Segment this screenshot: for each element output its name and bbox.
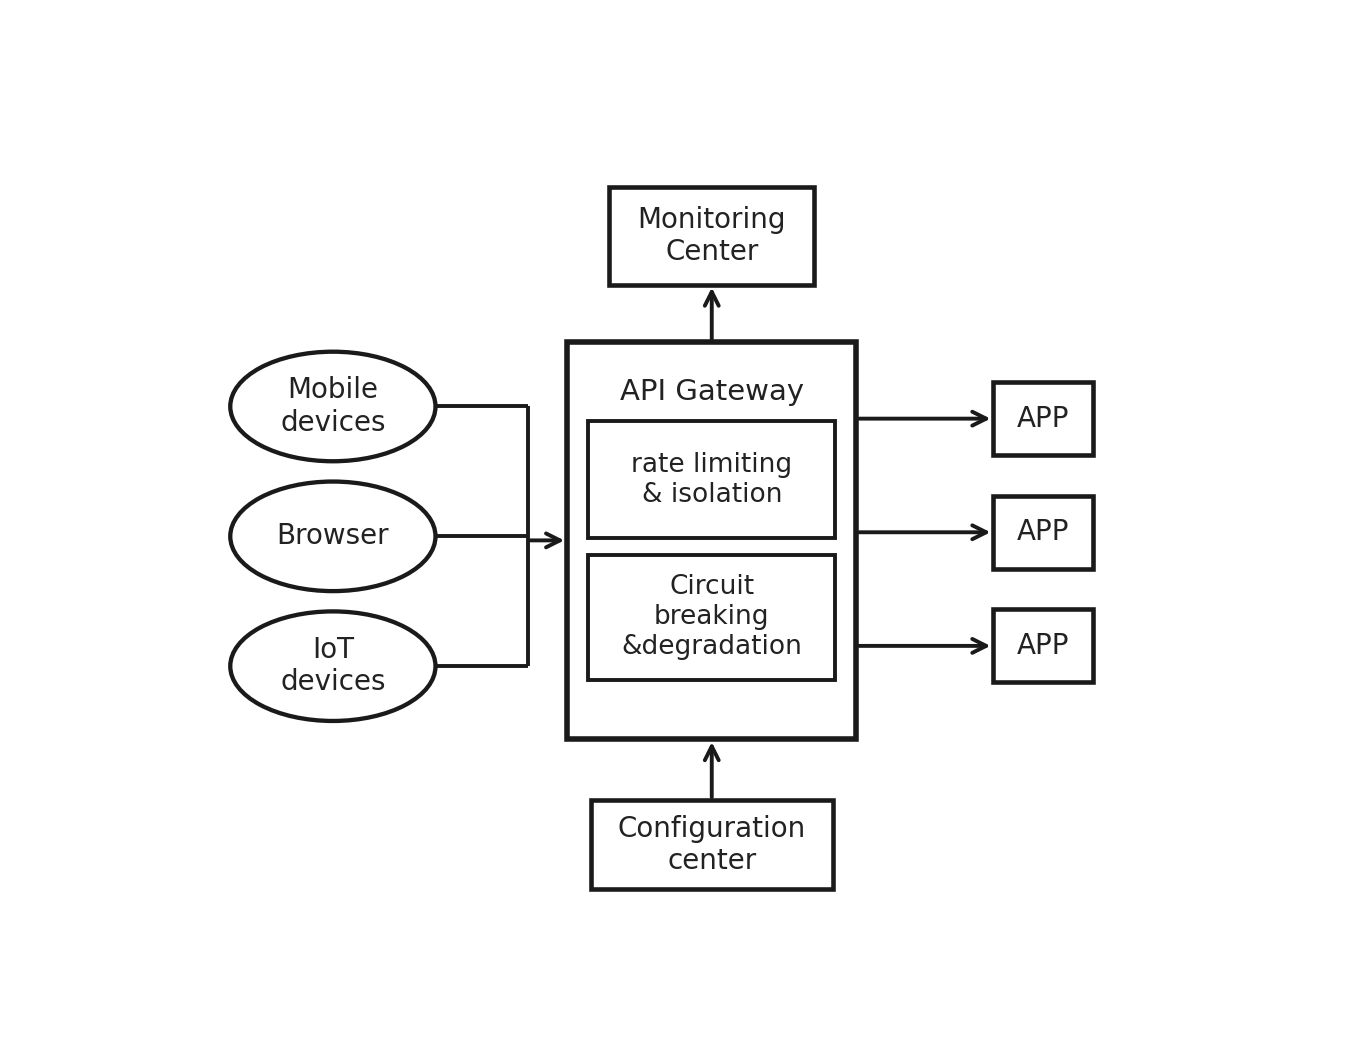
Text: Mobile
devices: Mobile devices: [280, 376, 386, 436]
Bar: [993, 495, 1093, 569]
Bar: [588, 554, 835, 681]
Text: API Gateway: API Gateway: [619, 378, 804, 406]
Bar: [993, 609, 1093, 682]
Text: IoT
devices: IoT devices: [280, 636, 386, 697]
Text: Circuit
breaking
&degradation: Circuit breaking &degradation: [622, 574, 803, 661]
Bar: [610, 188, 815, 285]
Bar: [591, 800, 832, 890]
Bar: [993, 383, 1093, 455]
Text: Configuration
center: Configuration center: [618, 815, 805, 875]
Text: rate limiting
& isolation: rate limiting & isolation: [631, 451, 792, 508]
Text: Browser: Browser: [277, 523, 390, 550]
Ellipse shape: [231, 482, 436, 591]
Bar: [568, 341, 857, 739]
Ellipse shape: [231, 611, 436, 721]
Text: Monitoring
Center: Monitoring Center: [637, 206, 786, 267]
Text: APP: APP: [1017, 632, 1070, 660]
Text: APP: APP: [1017, 519, 1070, 546]
Bar: [588, 421, 835, 539]
Text: APP: APP: [1017, 405, 1070, 432]
Ellipse shape: [231, 352, 436, 462]
